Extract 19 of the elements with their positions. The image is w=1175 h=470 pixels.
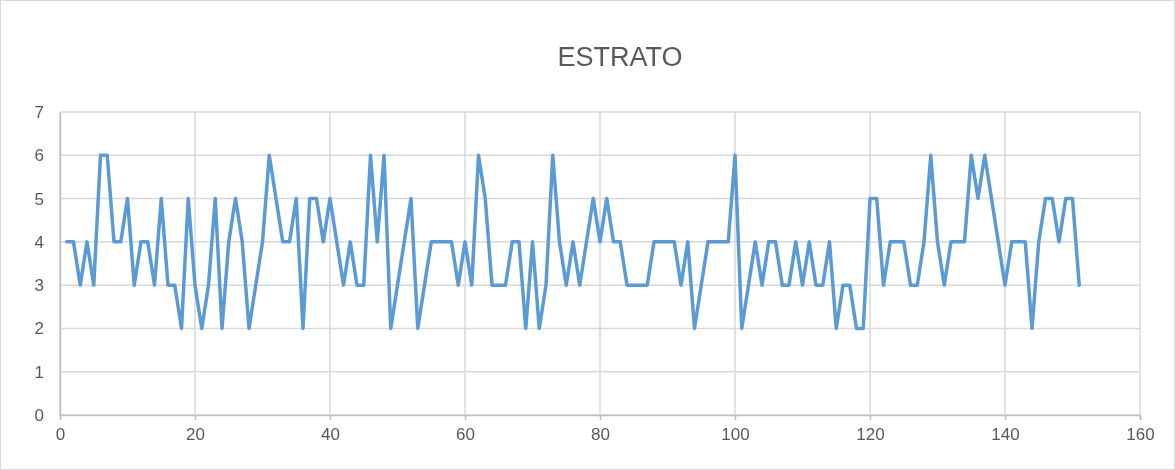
- y-tick-label: 0: [34, 405, 44, 425]
- x-tick-label: 60: [456, 425, 475, 445]
- x-tick-label: 100: [721, 425, 750, 445]
- x-tick-label: 80: [591, 425, 610, 445]
- y-tick-label: 2: [34, 319, 44, 339]
- x-tick-label: 120: [856, 425, 885, 445]
- x-tick-label: 140: [991, 425, 1020, 445]
- y-tick-label: 3: [34, 276, 44, 296]
- y-tick-label: 1: [34, 362, 44, 382]
- x-tick-label: 160: [1126, 425, 1155, 445]
- x-tick-label: 0: [55, 425, 66, 445]
- x-tick-label: 20: [186, 425, 205, 445]
- line-series: [65, 153, 1081, 331]
- y-tick-label: 5: [34, 189, 44, 209]
- y-tick-label: 6: [34, 146, 44, 166]
- y-tick-label: 7: [34, 102, 44, 122]
- y-tick-label: 4: [34, 232, 44, 252]
- x-tick-label: 40: [321, 425, 340, 445]
- chart-title: ESTRATO: [557, 42, 683, 72]
